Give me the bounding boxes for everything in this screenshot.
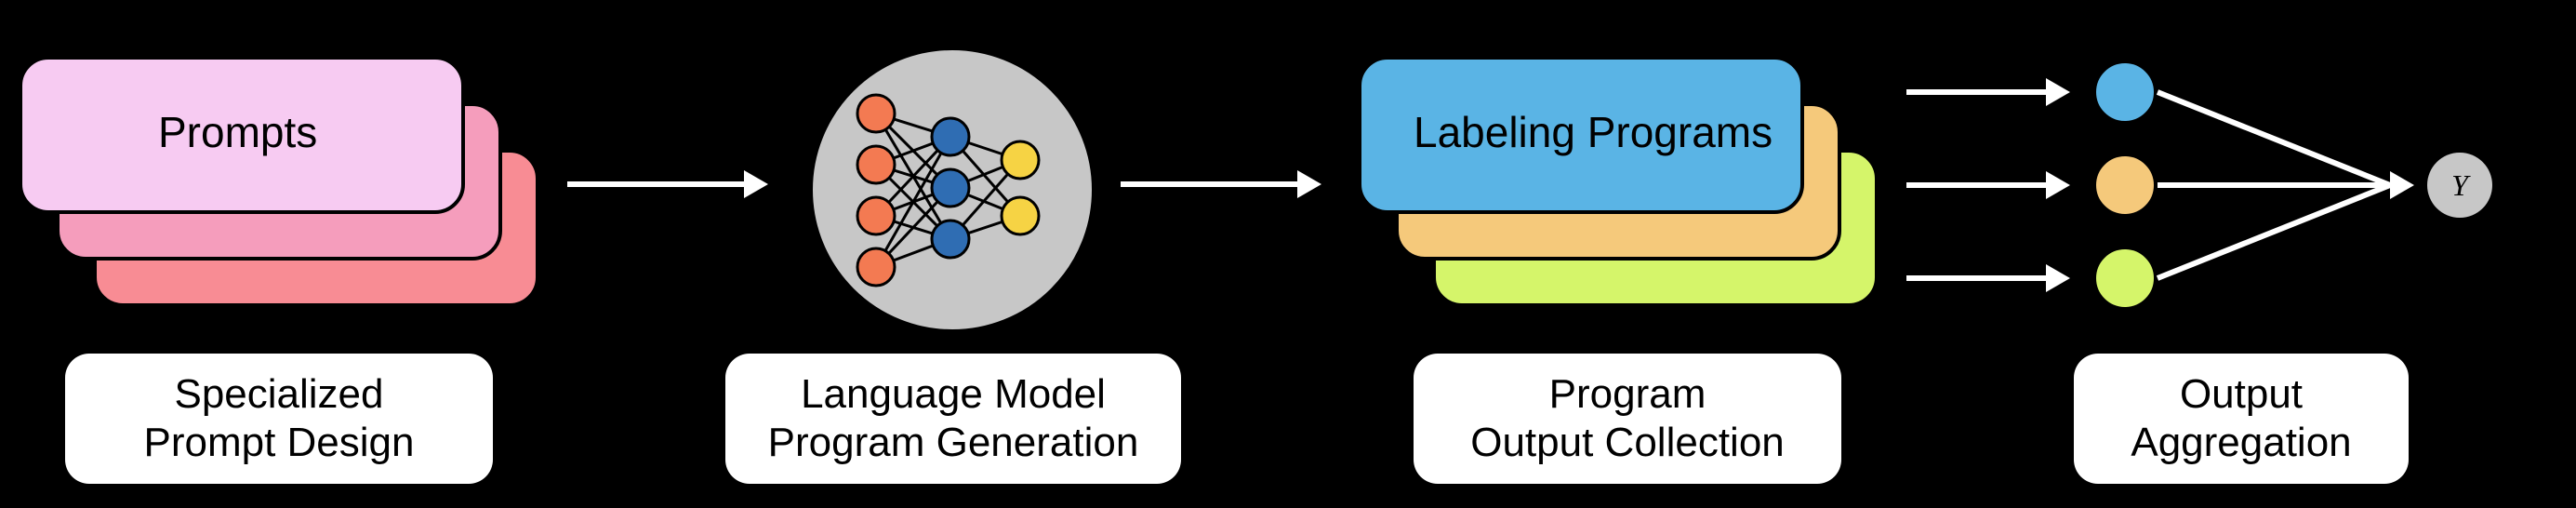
prompts-label: Prompts (158, 107, 317, 157)
nn-output-node (1002, 141, 1039, 179)
nn-input-node (857, 146, 895, 183)
arrow-2-3-head (1297, 170, 1321, 198)
caption-stage2-text: Language Model Program Generation (768, 370, 1139, 467)
arrow-1-2-head (744, 170, 768, 198)
caption-stage3-text: Program Output Collection (1470, 370, 1785, 467)
output-y-label: Y (2451, 168, 2468, 203)
arrow-2-3-line (1121, 181, 1297, 187)
nn-input-node (857, 248, 895, 286)
nn-hidden-node (932, 169, 969, 207)
nn-hidden-node (932, 221, 969, 258)
arrow-3-4-bot-head (2046, 264, 2070, 292)
nn-graph (811, 48, 1090, 328)
arrow-1-2-line (567, 181, 744, 187)
nn-input-node (857, 95, 895, 132)
nn-output-node (1002, 197, 1039, 234)
caption-stage1-text: Specialized Prompt Design (143, 370, 414, 467)
caption-stage4: Output Aggregation (2074, 354, 2409, 484)
arrow-3-4-bot-line (1906, 275, 2046, 281)
nn-input-node (857, 197, 895, 234)
diagram-stage: Prompts Specialized Prompt Design (0, 0, 2576, 508)
caption-stage3: Program Output Collection (1414, 354, 1841, 484)
nn-hidden-node (932, 118, 969, 155)
caption-stage4-text: Output Aggregation (2131, 370, 2351, 467)
programs-label: Labeling Programs (1414, 107, 1773, 157)
converge-lines (2148, 56, 2464, 316)
arrow-3-4-mid-head (2046, 171, 2070, 199)
arrow-3-4-top-line (1906, 89, 2046, 95)
caption-stage1: Specialized Prompt Design (65, 354, 493, 484)
output-y-node: Y (2427, 153, 2492, 218)
caption-stage2: Language Model Program Generation (725, 354, 1181, 484)
arrow-3-4-mid-line (1906, 182, 2046, 188)
arrow-3-4-top-head (2046, 78, 2070, 106)
